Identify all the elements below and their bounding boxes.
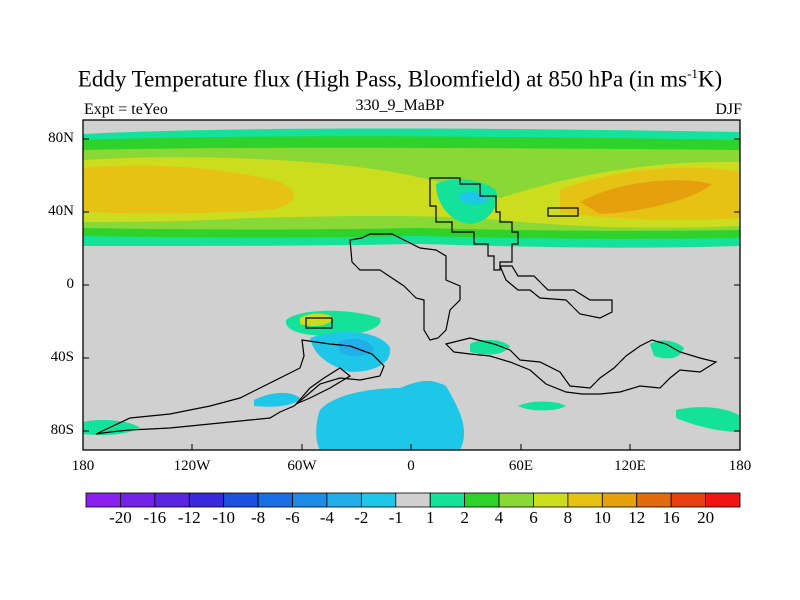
contour-band-plus10 (580, 180, 712, 214)
colorbar-swatch (395, 492, 431, 508)
coastline-peninsula-a (295, 367, 352, 405)
colorbar-swatch (154, 492, 190, 508)
y-ticks (83, 138, 740, 432)
x-tick-label: 180 (71, 458, 95, 474)
y-tick-label: 40N (48, 203, 74, 219)
colorbar-swatch (533, 492, 569, 508)
contour-blob-sw-pacific (254, 392, 300, 407)
colorbar-swatch (326, 492, 362, 508)
contour-blob-australia (650, 340, 684, 359)
contour-band-plus8-west (83, 165, 294, 214)
colorbar-label: -20 (109, 508, 132, 527)
contour-blob-south-america-plus4 (300, 313, 334, 326)
contour-blob-africa-east (470, 339, 510, 355)
colorbar-label: -10 (212, 508, 235, 527)
y-tick-label: 80N (48, 130, 74, 146)
colorbar-swatch (292, 492, 328, 508)
colorbar-label: -12 (177, 508, 201, 527)
colorbar-label: -4 (319, 508, 335, 527)
colorbar-swatch (85, 492, 121, 508)
colorbar-label: 12 (628, 508, 646, 527)
season-label: DJF (715, 101, 742, 118)
experiment-label: Expt = teYeo (84, 101, 168, 118)
x-tick-label: 60E (508, 458, 534, 474)
contour-fill-layer (83, 128, 740, 450)
colorbar-swatch (120, 492, 156, 508)
coastline-southern-continent (95, 339, 385, 435)
x-tick-label: 0 (407, 458, 415, 474)
colorbar-label: -6 (285, 508, 300, 527)
colorbar-swatch (670, 492, 706, 508)
coastline-eurasia-south (499, 265, 613, 319)
contour-band-minus1-asia (460, 192, 488, 205)
colorbar-label: 6 (529, 508, 538, 527)
y-tick-label: 80S (50, 422, 74, 438)
coastline-india (547, 207, 579, 217)
colorbar-swatch (188, 492, 225, 508)
colorbar-label: 8 (563, 508, 573, 527)
colorbar-label: 16 (662, 508, 680, 527)
colorbar-swatch (429, 492, 466, 508)
plot-title: Eddy Temperature flux (High Pass, Bloomf… (77, 66, 723, 92)
colorbar (85, 492, 741, 508)
colorbar-label: 4 (494, 508, 504, 527)
colorbar-label: 10 (593, 508, 611, 527)
colorbar-label: 1 (425, 508, 435, 527)
colorbar-label: 20 (697, 508, 715, 527)
colorbar-swatch (498, 492, 534, 508)
x-tick-label: 60W (287, 458, 317, 474)
colorbar-swatch (223, 492, 259, 508)
contour-blob-indian (518, 401, 566, 411)
colorbar-swatch (464, 492, 500, 508)
colorbar-label: -2 (354, 508, 369, 527)
contour-blob-southern-ocean (316, 380, 465, 450)
colorbar-swatch (705, 492, 741, 508)
coastline-asia (429, 177, 519, 271)
colorbar-swatch (567, 492, 603, 508)
colorbar-label: -8 (251, 508, 266, 527)
coastline-layer (95, 177, 718, 435)
coastline-africa (349, 233, 461, 341)
x-ticks (82, 444, 741, 450)
colorbar-swatch (257, 492, 293, 508)
run-label: 330_9_MaBP (355, 97, 445, 114)
coastline-south-polar (444, 337, 718, 395)
x-tick-label: 180 (728, 458, 752, 474)
coastline-islands (305, 317, 333, 329)
y-tick-label: 40S (50, 349, 74, 365)
x-tick-label: 120W (173, 458, 211, 474)
colorbar-swatch (636, 492, 672, 508)
colorbar-swatch (601, 492, 638, 508)
colorbar-label: -1 (388, 508, 403, 527)
contour-blob-south-pacific (676, 407, 740, 432)
y-tick-label: 0 (66, 276, 75, 292)
x-tick-label: 120E (614, 458, 646, 474)
colorbar-swatch (360, 492, 397, 508)
contour-blob-southwest (83, 420, 140, 436)
colorbar-label: -16 (143, 508, 167, 527)
colorbar-label: 2 (460, 508, 469, 527)
